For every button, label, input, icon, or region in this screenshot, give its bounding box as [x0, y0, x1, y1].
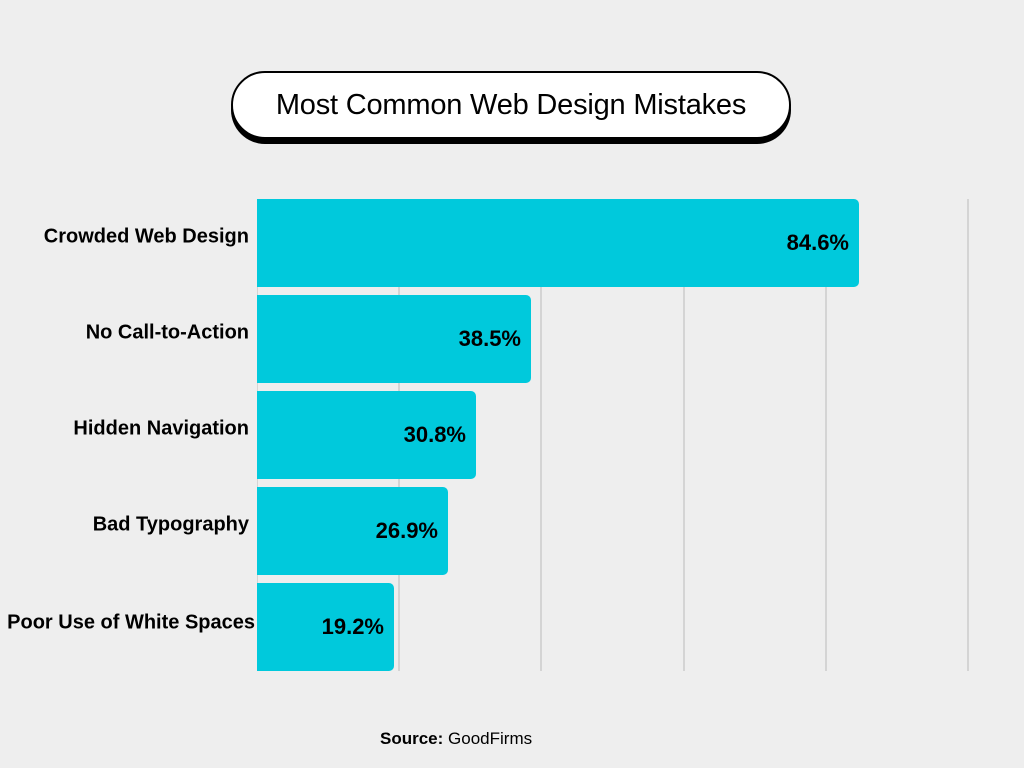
bar-value-label: 84.6%	[786, 230, 849, 255]
bar: 30.8%	[257, 391, 476, 479]
gridline	[967, 199, 969, 671]
bar: 38.5%	[257, 295, 531, 383]
gridline	[824, 199, 827, 671]
category-label: Poor Use of White Spaces	[7, 611, 255, 634]
bar-value-label: 19.2%	[321, 614, 384, 639]
chart-title: Most Common Web Design Mistakes	[231, 71, 791, 139]
category-label: Crowded Web Design	[43, 225, 249, 248]
source-value: GoodFirms	[448, 729, 533, 748]
bar: 84.6%	[257, 199, 859, 287]
category-label: Hidden Navigation	[73, 417, 249, 440]
category-label: Bad Typography	[92, 513, 249, 536]
bar-value-label: 26.9%	[375, 518, 438, 543]
bar: 19.2%	[257, 583, 394, 671]
gridline	[540, 199, 543, 671]
source-label: Source:	[380, 729, 444, 748]
bar: 26.9%	[257, 487, 448, 575]
category-label: No Call-to-Action	[85, 321, 249, 344]
gridline	[682, 199, 685, 671]
bar-value-label: 38.5%	[458, 326, 521, 351]
bar-value-label: 30.8%	[403, 422, 466, 447]
source-note: Source: GoodFirms	[380, 729, 532, 749]
